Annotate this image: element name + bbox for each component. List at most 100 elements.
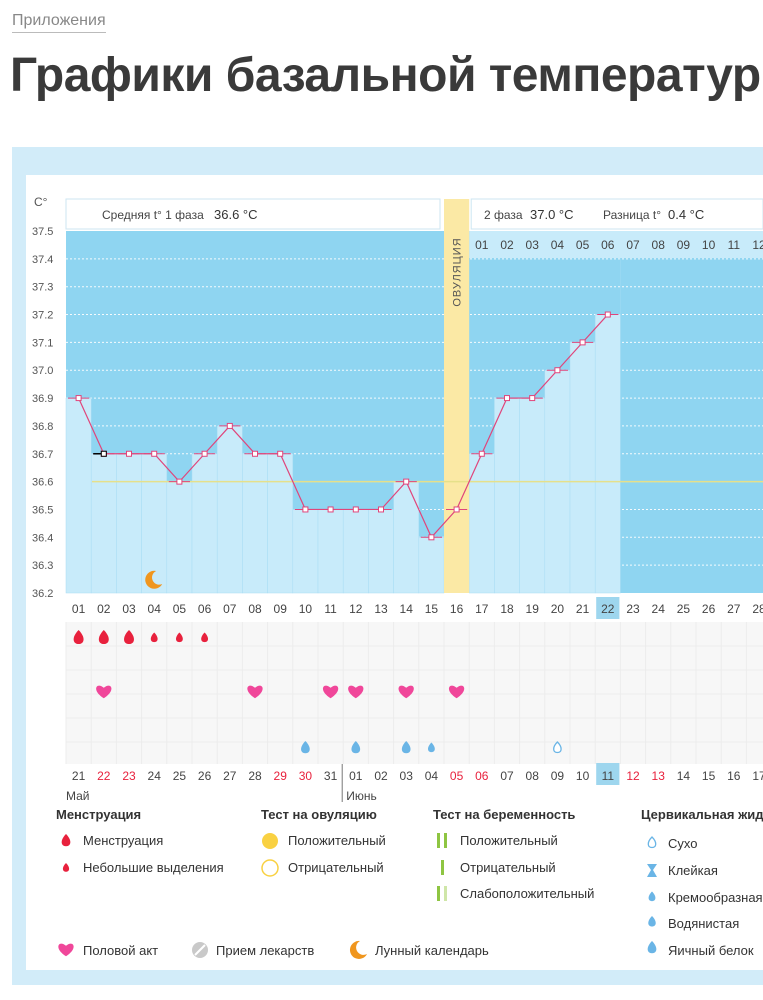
calendar-date-label: 13 xyxy=(652,769,666,783)
cycle-day-label: 12 xyxy=(349,602,363,616)
temperature-bar xyxy=(90,453,117,594)
temperature-point[interactable] xyxy=(554,367,561,374)
page-title: Графики базальной температуры xyxy=(10,49,763,102)
temperature-bar xyxy=(216,425,243,594)
luteal-day-label: 06 xyxy=(601,238,615,252)
y-tick-label: 36.8 xyxy=(32,421,53,433)
temperature-point[interactable] xyxy=(529,395,536,402)
selected-point[interactable] xyxy=(100,450,107,457)
temperature-point[interactable] xyxy=(176,478,183,485)
legend-menstruation-icon xyxy=(61,834,71,847)
temperature-point[interactable] xyxy=(75,395,82,402)
y-unit-label: C° xyxy=(34,195,48,209)
y-tick-label: 36.6 xyxy=(32,477,53,489)
temperature-bar xyxy=(569,342,596,594)
ovulation-label: ОВУЛЯЦИЯ xyxy=(452,237,464,306)
cycle-day-label: 09 xyxy=(274,602,288,616)
temperature-point[interactable] xyxy=(151,450,158,457)
calendar-date-label: 24 xyxy=(148,769,162,783)
temperature-point[interactable] xyxy=(478,450,485,457)
temperature-point[interactable] xyxy=(504,395,510,402)
temperature-point[interactable] xyxy=(252,450,258,457)
y-tick-label: 36.4 xyxy=(32,532,53,544)
breadcrumb[interactable]: Приложения xyxy=(12,12,106,33)
temperature-point[interactable] xyxy=(277,450,284,457)
calendar-date-label: 27 xyxy=(223,769,237,783)
calendar-date-label: 31 xyxy=(324,769,338,783)
temperature-point[interactable] xyxy=(403,478,410,485)
temperature-point[interactable] xyxy=(428,534,435,541)
temperature-bar xyxy=(317,509,344,594)
calendar-date-label: 08 xyxy=(526,769,540,783)
temperature-point[interactable] xyxy=(327,506,334,513)
luteal-day-label: 01 xyxy=(475,238,489,252)
temperature-point[interactable] xyxy=(126,450,132,457)
intercourse-heart-icon xyxy=(448,685,465,699)
temperature-point[interactable] xyxy=(453,506,460,513)
y-tick-label: 36.7 xyxy=(32,449,53,461)
cycle-day-label: 15 xyxy=(425,602,439,616)
cycle-day-label: 11 xyxy=(324,602,337,616)
y-tick-label: 36.9 xyxy=(32,393,53,405)
legend-ovulation-test-title: Тест на овуляцию xyxy=(261,807,377,822)
temperature-point[interactable] xyxy=(302,506,309,513)
menstruation-drop-icon xyxy=(98,630,109,644)
temperature-point[interactable] xyxy=(604,311,611,318)
cycle-day-label: 26 xyxy=(702,602,716,616)
legend-ovulation-positive-icon xyxy=(262,833,278,849)
plot-area-future xyxy=(620,231,763,593)
calendar-date-label: 15 xyxy=(702,769,716,783)
legend-pregnancy-weak-icon xyxy=(437,886,440,901)
phase2-label: 2 фаза xyxy=(484,208,523,222)
today-highlight xyxy=(596,597,620,619)
symptom-grid xyxy=(66,622,763,764)
temperature-bar xyxy=(418,537,445,594)
y-tick-label: 37.5 xyxy=(32,226,53,238)
temperature-point[interactable] xyxy=(352,506,359,513)
cycle-day-label: 22 xyxy=(601,602,615,616)
calendar-date-label: 05 xyxy=(450,769,464,783)
temperature-line xyxy=(78,314,609,539)
intercourse-heart-icon xyxy=(348,685,364,699)
luteal-day-label: 11 xyxy=(728,238,741,252)
legend-pregnancy-weak-icon xyxy=(444,886,447,901)
temperature-point[interactable] xyxy=(378,506,384,513)
cervical-dry-icon xyxy=(553,741,562,754)
calendar-date-label: 17 xyxy=(752,769,763,783)
legend-pregnancy-negative-icon xyxy=(441,860,444,875)
light-discharge-drop-icon xyxy=(175,632,183,643)
y-tick-label: 36.5 xyxy=(32,504,53,516)
legend-cervical-creamy-icon xyxy=(648,891,656,902)
phase1-label: Средняя t° 1 фаза xyxy=(102,208,204,222)
cervical-eggwhite-icon xyxy=(401,741,411,754)
phase1-value: 36.6 °C xyxy=(214,207,258,222)
temperature-bar xyxy=(368,509,394,594)
calendar-date-label: 01 xyxy=(349,769,363,783)
legend-medication: Прием лекарств xyxy=(216,943,314,958)
legend-ovulation-negative-icon xyxy=(261,859,279,877)
calendar-date-label: 16 xyxy=(727,769,741,783)
legend-pregnancy-positive-icon xyxy=(437,833,440,848)
temperature-point[interactable] xyxy=(579,339,586,346)
cycle-day-label: 13 xyxy=(374,602,388,616)
light-discharge-drop-icon xyxy=(150,632,158,643)
cycle-day-label: 05 xyxy=(173,602,187,616)
menstruation-drop-icon xyxy=(73,630,84,644)
legend-lunar-icon xyxy=(349,940,367,959)
temperature-bar xyxy=(494,397,520,594)
legend-cervical-watery-icon xyxy=(648,916,656,927)
cycle-day-label: 25 xyxy=(677,602,691,616)
temperature-point[interactable] xyxy=(226,422,233,429)
cycle-day-label: 27 xyxy=(727,602,741,616)
cycle-day-label: 14 xyxy=(400,602,414,616)
legend-cervical-creamy: Кремообразная xyxy=(668,890,763,905)
legend-menstruation-title: Менструация xyxy=(56,807,141,822)
legend-lunar: Лунный календарь xyxy=(375,943,489,958)
temperature-point[interactable] xyxy=(201,450,208,457)
cycle-day-label: 06 xyxy=(198,602,212,616)
intercourse-heart-icon xyxy=(322,685,339,699)
luteal-day-label: 03 xyxy=(526,238,540,252)
luteal-day-label: 08 xyxy=(652,238,666,252)
legend-cervical-eggwhite-icon xyxy=(647,941,657,954)
legend-cervical-eggwhite: Яичный белок xyxy=(668,943,754,958)
